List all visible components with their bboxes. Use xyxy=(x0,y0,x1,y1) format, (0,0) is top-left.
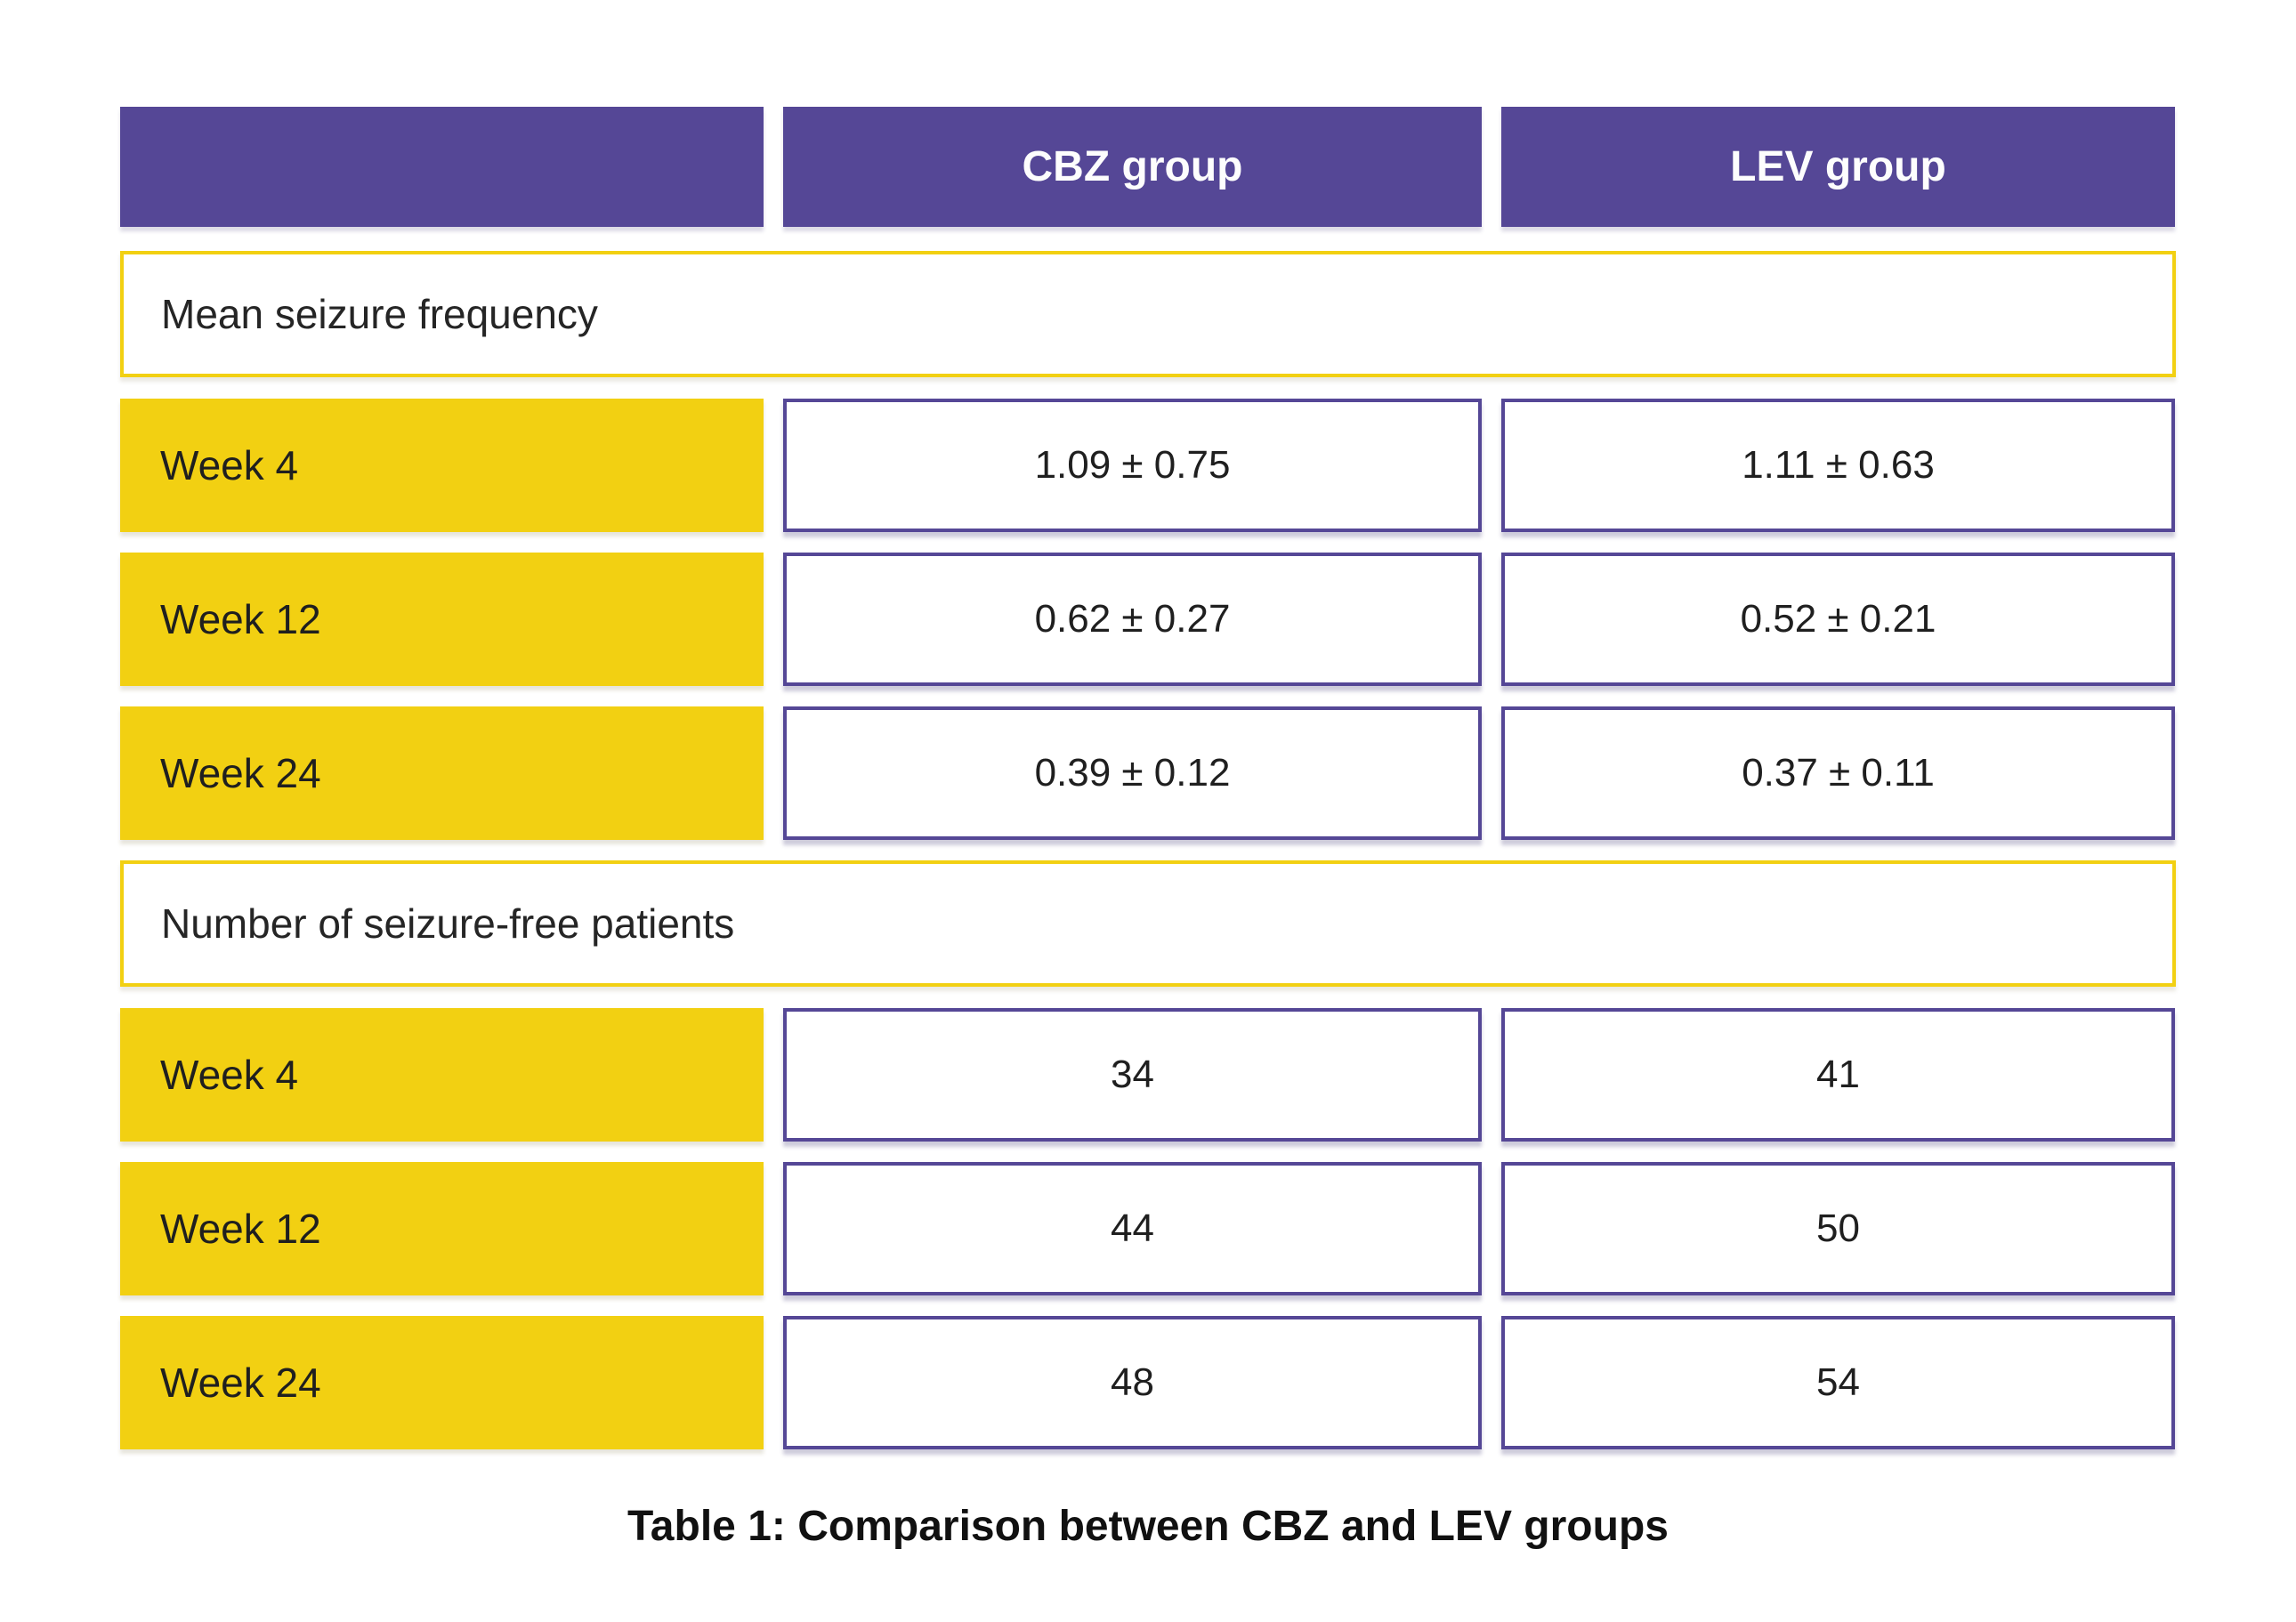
table-row: Week 24 48 54 xyxy=(120,1316,2176,1449)
section-header-mean-seizure-frequency: Mean seizure frequency xyxy=(120,251,2176,377)
section-title: Number of seizure-free patients xyxy=(161,900,735,947)
cbz-value-cell: 1.09 ± 0.75 xyxy=(783,399,1482,532)
section-header-seizure-free-patients: Number of seizure-free patients xyxy=(120,860,2176,987)
lev-value-cell: 1.11 ± 0.63 xyxy=(1501,399,2175,532)
cbz-value-cell: 44 xyxy=(783,1162,1482,1295)
column-header-lev: LEV group xyxy=(1501,107,2175,227)
comparison-table: CBZ group LEV group Mean seizure frequen… xyxy=(120,107,2176,1470)
row-label-week24: Week 24 xyxy=(120,1316,764,1449)
lev-value-cell: 0.52 ± 0.21 xyxy=(1501,553,2175,686)
row-label-week24: Week 24 xyxy=(120,706,764,840)
table-row: Week 12 0.62 ± 0.27 0.52 ± 0.21 xyxy=(120,553,2176,686)
table-row: Week 4 34 41 xyxy=(120,1008,2176,1142)
lev-value-cell: 41 xyxy=(1501,1008,2175,1142)
lev-value-cell: 54 xyxy=(1501,1316,2175,1449)
lev-value-cell: 0.37 ± 0.11 xyxy=(1501,706,2175,840)
row-label-week4: Week 4 xyxy=(120,399,764,532)
cbz-value-cell: 48 xyxy=(783,1316,1482,1449)
row-label-week12: Week 12 xyxy=(120,553,764,686)
section-title: Mean seizure frequency xyxy=(161,291,598,337)
cbz-value-cell: 34 xyxy=(783,1008,1482,1142)
cbz-value-cell: 0.39 ± 0.12 xyxy=(783,706,1482,840)
table-caption: Table 1: Comparison between CBZ and LEV … xyxy=(627,1503,1669,1550)
corner-header-cell xyxy=(120,107,764,227)
row-label-week4: Week 4 xyxy=(120,1008,764,1142)
column-header-cbz: CBZ group xyxy=(783,107,1482,227)
cbz-value-cell: 0.62 ± 0.27 xyxy=(783,553,1482,686)
row-label-week12: Week 12 xyxy=(120,1162,764,1295)
table-row: Week 12 44 50 xyxy=(120,1162,2176,1295)
table-row: Week 4 1.09 ± 0.75 1.11 ± 0.63 xyxy=(120,399,2176,532)
header-row: CBZ group LEV group xyxy=(120,107,2176,227)
table-row: Week 24 0.39 ± 0.12 0.37 ± 0.11 xyxy=(120,706,2176,840)
lev-value-cell: 50 xyxy=(1501,1162,2175,1295)
